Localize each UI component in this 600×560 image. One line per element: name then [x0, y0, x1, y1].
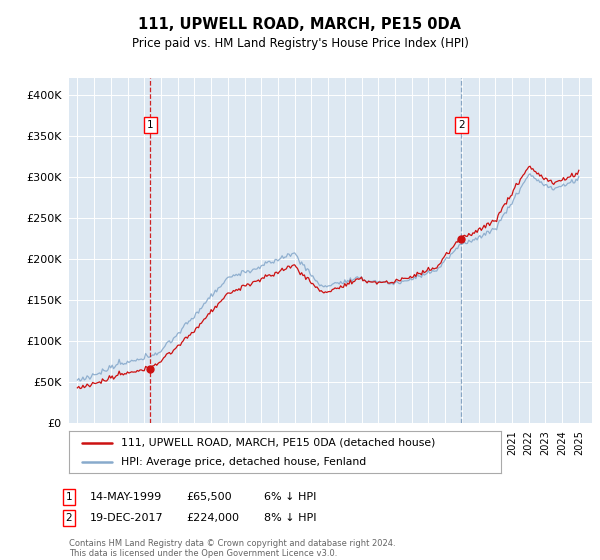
Text: £65,500: £65,500 [186, 492, 232, 502]
Text: 2: 2 [65, 513, 73, 523]
Text: Price paid vs. HM Land Registry's House Price Index (HPI): Price paid vs. HM Land Registry's House … [131, 36, 469, 50]
Text: 14-MAY-1999: 14-MAY-1999 [90, 492, 162, 502]
Text: 1: 1 [65, 492, 73, 502]
Text: Contains HM Land Registry data © Crown copyright and database right 2024.
This d: Contains HM Land Registry data © Crown c… [69, 539, 395, 558]
Text: 1: 1 [147, 120, 154, 130]
Text: 6% ↓ HPI: 6% ↓ HPI [264, 492, 316, 502]
Text: 8% ↓ HPI: 8% ↓ HPI [264, 513, 317, 523]
Text: 111, UPWELL ROAD, MARCH, PE15 0DA: 111, UPWELL ROAD, MARCH, PE15 0DA [139, 17, 461, 31]
Text: HPI: Average price, detached house, Fenland: HPI: Average price, detached house, Fenl… [121, 457, 366, 467]
Text: £224,000: £224,000 [186, 513, 239, 523]
Text: 19-DEC-2017: 19-DEC-2017 [90, 513, 164, 523]
Text: 2: 2 [458, 120, 464, 130]
Text: 111, UPWELL ROAD, MARCH, PE15 0DA (detached house): 111, UPWELL ROAD, MARCH, PE15 0DA (detac… [121, 437, 435, 447]
